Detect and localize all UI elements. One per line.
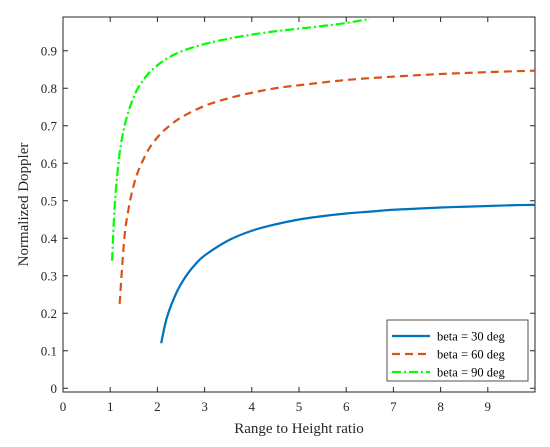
- y-tick-label: 0.7: [41, 118, 58, 133]
- x-axis-label: Range to Height ratio: [234, 421, 364, 437]
- x-tick-label: 8: [437, 399, 444, 414]
- x-tick-label: 3: [201, 399, 208, 414]
- x-tick-label: 4: [249, 399, 256, 414]
- x-axis: 0 1 2 3 4 5 6 7 8 9: [60, 17, 491, 414]
- y-tick-label: 0.5: [41, 193, 57, 208]
- x-tick-label: 2: [154, 399, 161, 414]
- x-tick-label: 0: [60, 399, 67, 414]
- y-tick-label: 0.3: [41, 268, 57, 283]
- x-tick-label: 1: [107, 399, 114, 414]
- y-axis-label: Normalized Doppler: [16, 143, 32, 267]
- y-tick-label: 0: [51, 381, 58, 396]
- x-tick-label: 7: [390, 399, 397, 414]
- legend-box: [386, 319, 529, 382]
- legend: beta = 30 deg beta = 60 deg beta = 90 deg: [386, 319, 529, 382]
- y-tick-label: 0.9: [41, 43, 57, 58]
- y-tick-label: 0.2: [41, 306, 57, 321]
- legend-label-2: beta = 60 deg: [437, 348, 506, 362]
- x-tick-label: 6: [343, 399, 350, 414]
- x-tick-label: 5: [296, 399, 303, 414]
- y-tick-label: 0.8: [41, 81, 57, 96]
- y-tick-label: 0.6: [41, 156, 58, 171]
- series-line-1: [160, 203, 536, 344]
- y-tick-label: 0.4: [41, 231, 58, 246]
- x-tick-label: 9: [485, 399, 492, 414]
- legend-label-3: beta = 90 deg: [437, 366, 506, 380]
- y-axis: 0 0.1 0.2 0.3 0.4 0.5 0.6 0.7 0.8 0.9: [41, 43, 535, 396]
- y-tick-label: 0.1: [41, 343, 57, 358]
- series-line-3: [110, 17, 370, 261]
- legend-label-1: beta = 30 deg: [437, 330, 506, 344]
- series-layer: [110, 17, 536, 344]
- series-line-2: [118, 69, 536, 304]
